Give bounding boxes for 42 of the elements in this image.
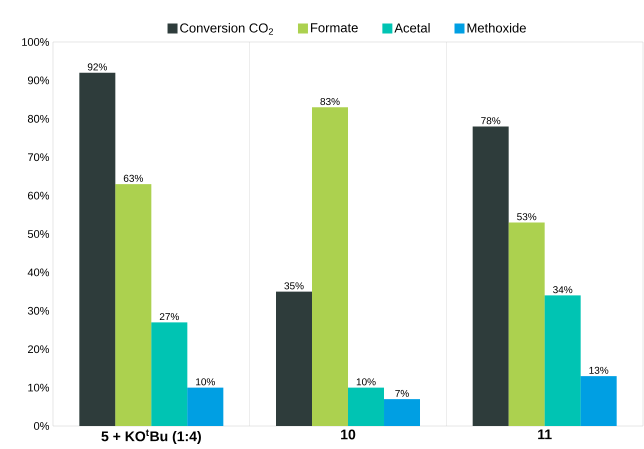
data-label: 34% — [553, 286, 572, 294]
bar — [151, 322, 188, 426]
data-label: 10% — [356, 378, 376, 386]
bar — [115, 184, 152, 426]
bar — [472, 126, 509, 426]
data-label: 83% — [320, 98, 340, 106]
bar — [384, 399, 420, 426]
x-tick-label: 11 — [538, 430, 552, 440]
data-label: 35% — [284, 282, 304, 290]
y-tick-label: 50% — [28, 230, 50, 238]
data-label: 13% — [589, 366, 608, 374]
x-tick-label: 5 + KO$^{t}$Bu (1:4) — [101, 430, 201, 444]
bar — [187, 388, 224, 426]
data-label: 92% — [88, 63, 107, 71]
bar — [580, 376, 617, 426]
y-tick-label: 80% — [28, 114, 50, 123]
data-label: 10% — [196, 378, 215, 386]
data-label: 27% — [160, 313, 179, 320]
y-tick-label: 90% — [28, 76, 50, 84]
legend-label: Conversion CO$_{2}$ — [180, 23, 273, 35]
bar — [348, 388, 384, 426]
y-tick-label: 60% — [28, 192, 50, 200]
legend-label: Methoxide — [468, 23, 526, 33]
bar — [312, 107, 348, 426]
data-label: 78% — [481, 117, 500, 124]
y-tick-label: 40% — [28, 268, 50, 276]
data-label: 7% — [395, 390, 409, 397]
y-tick-label: 0% — [34, 422, 50, 430]
y-tick-label: 70% — [28, 153, 50, 162]
y-tick-label: 100% — [22, 38, 50, 46]
legend-label: Acetal — [394, 23, 430, 33]
data-label: 63% — [124, 174, 143, 182]
bar — [276, 292, 312, 426]
bar — [79, 72, 116, 426]
y-tick-label: 30% — [28, 306, 50, 315]
y-tick-label: 20% — [28, 345, 50, 354]
bar — [544, 295, 581, 426]
bar — [508, 222, 545, 426]
legend-label: Formate — [311, 23, 358, 32]
data-label: 53% — [517, 213, 536, 220]
x-tick-label: 10 — [341, 430, 356, 440]
y-tick-label: 10% — [28, 384, 50, 392]
